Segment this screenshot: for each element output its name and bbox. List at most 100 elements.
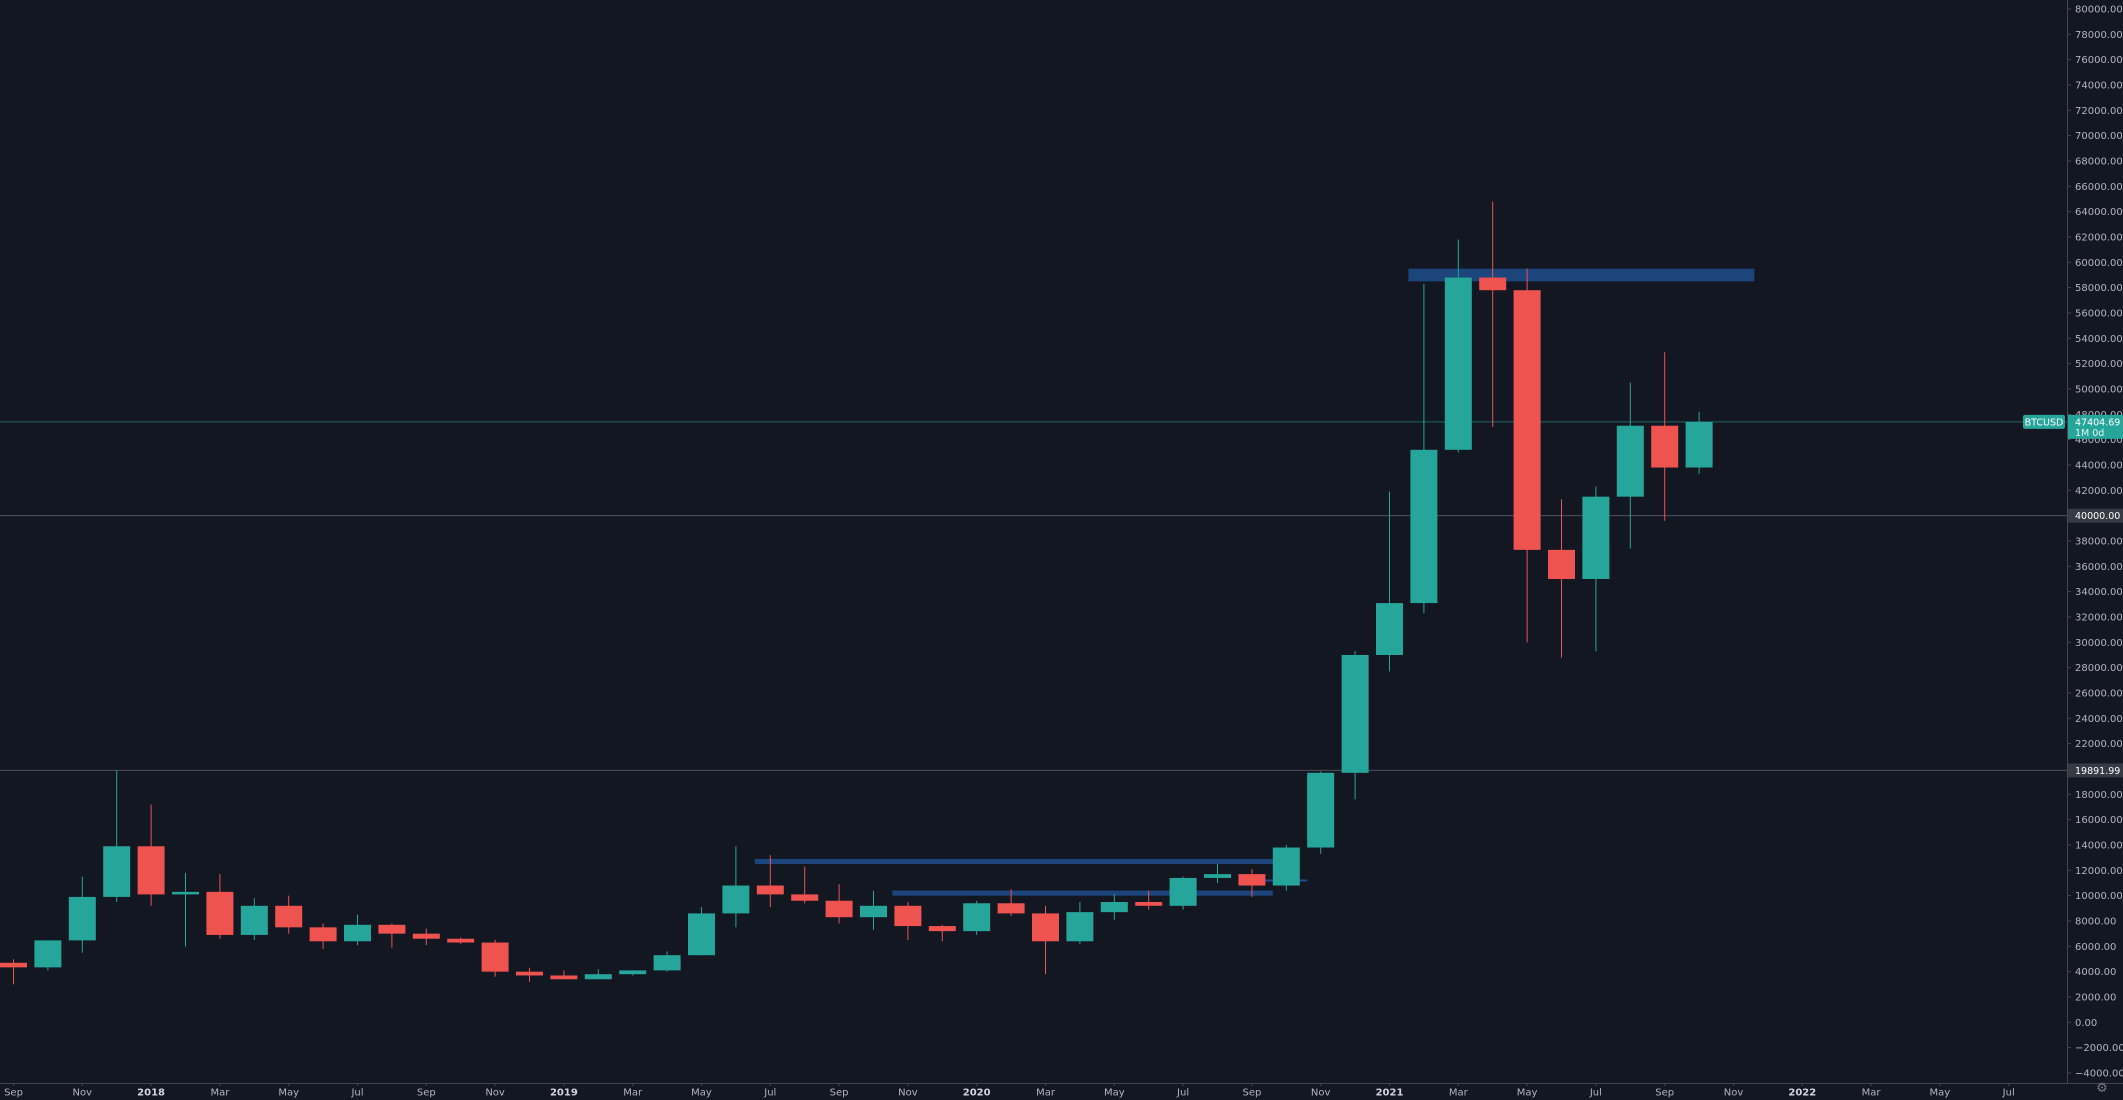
candle[interactable] [1100, 894, 1128, 920]
time-tick-label: Jul [2002, 1088, 2015, 1099]
candle-body [1513, 290, 1541, 550]
candle[interactable] [1513, 268, 1541, 643]
candle[interactable] [1651, 352, 1679, 521]
candle-body [1444, 277, 1472, 450]
candle[interactable] [206, 874, 234, 939]
candle[interactable] [1238, 869, 1266, 897]
time-tick-label: Jul [1589, 1088, 1602, 1099]
price-tick-label: 72000.00 [2075, 106, 2123, 117]
time-tick-label: May [278, 1088, 299, 1099]
candle[interactable] [344, 914, 371, 946]
price-tick-label: 70000.00 [2075, 131, 2123, 142]
candle[interactable] [1204, 864, 1231, 883]
line-value-badge[interactable] [2068, 763, 2123, 778]
candle[interactable] [1616, 382, 1644, 549]
candle[interactable] [1032, 905, 1059, 975]
candle[interactable] [34, 940, 62, 971]
symbol-badge[interactable] [2023, 414, 2065, 429]
last-price-badge[interactable] [2068, 414, 2123, 439]
candle-body [103, 846, 131, 897]
time-tick-label: Nov [73, 1088, 93, 1099]
candle-body [137, 846, 165, 895]
candle[interactable] [1410, 283, 1438, 614]
price-tick-label: 22000.00 [2075, 739, 2123, 750]
candle-body [860, 905, 887, 918]
candle[interactable] [1376, 491, 1403, 672]
candle-body [1272, 847, 1300, 886]
candle-body [1410, 449, 1438, 604]
candle[interactable] [825, 884, 853, 924]
price-tick-label: 54000.00 [2075, 334, 2123, 345]
candle-body [963, 903, 991, 932]
candle[interactable] [1479, 201, 1507, 427]
candle[interactable] [997, 889, 1025, 916]
candle[interactable] [860, 890, 887, 930]
candle[interactable] [309, 923, 337, 949]
candle[interactable] [653, 951, 681, 972]
price-tick-label: 62000.00 [2075, 233, 2123, 244]
price-tick-label: 12000.00 [2075, 866, 2123, 877]
candle[interactable] [172, 872, 199, 947]
candle[interactable] [894, 902, 922, 940]
candle-body [1066, 912, 1094, 942]
zone-rectangle[interactable] [754, 858, 1273, 864]
candle[interactable] [688, 907, 715, 956]
candle[interactable] [1444, 239, 1472, 453]
candle[interactable] [928, 924, 956, 942]
price-tick-label: 36000.00 [2075, 562, 2123, 573]
candle-body [894, 905, 922, 927]
candle[interactable] [619, 970, 647, 976]
candle[interactable] [0, 959, 27, 985]
time-tick-label: Sep [830, 1088, 849, 1099]
price-tick-label: 58000.00 [2075, 283, 2123, 294]
time-tick-label: May [1930, 1088, 1951, 1099]
price-tick-label: 56000.00 [2075, 309, 2123, 320]
candle-body [619, 970, 647, 975]
candle[interactable] [1685, 411, 1713, 474]
candle-body [997, 903, 1025, 914]
candle[interactable] [412, 928, 440, 946]
candle[interactable] [1272, 845, 1300, 891]
candle[interactable] [1169, 876, 1197, 910]
candle[interactable] [481, 940, 509, 977]
candle[interactable] [550, 970, 578, 980]
candle[interactable] [378, 923, 406, 948]
candle[interactable] [1066, 902, 1094, 944]
zone-rectangle[interactable] [892, 890, 1273, 896]
price-tick-label: 74000.00 [2075, 81, 2123, 92]
time-tick-label: Nov [1724, 1088, 1744, 1099]
candle[interactable] [1341, 651, 1369, 800]
candle[interactable] [137, 804, 165, 906]
time-tick-label: Sep [417, 1088, 436, 1099]
candle[interactable] [240, 898, 268, 940]
candle[interactable] [791, 866, 819, 904]
candle-body [275, 905, 303, 928]
candle[interactable] [1548, 499, 1575, 658]
candle-body [240, 905, 268, 935]
candle-body [1032, 913, 1059, 942]
candle[interactable] [722, 846, 750, 928]
candle[interactable] [275, 895, 303, 934]
time-tick-label: Mar [1862, 1088, 1882, 1099]
candle-body [1169, 877, 1197, 906]
price-tick-label: 76000.00 [2075, 55, 2123, 66]
line-value-badge[interactable] [2068, 508, 2123, 523]
candle-body [172, 891, 199, 895]
candle[interactable] [1582, 486, 1610, 652]
candle-body [412, 933, 440, 939]
candle[interactable] [447, 937, 475, 944]
candle[interactable] [1307, 771, 1335, 854]
candle[interactable] [1135, 890, 1163, 910]
price-tick-label: 10000.00 [2075, 891, 2123, 902]
candle[interactable] [963, 900, 991, 935]
gear-icon[interactable]: ⚙ [2096, 1081, 2108, 1096]
candle[interactable] [756, 855, 784, 908]
candle[interactable] [103, 770, 131, 902]
candle[interactable] [68, 876, 96, 953]
candle-body [447, 938, 475, 943]
price-tick-label: 66000.00 [2075, 182, 2123, 193]
candle[interactable] [584, 969, 612, 980]
candle[interactable] [516, 967, 543, 982]
